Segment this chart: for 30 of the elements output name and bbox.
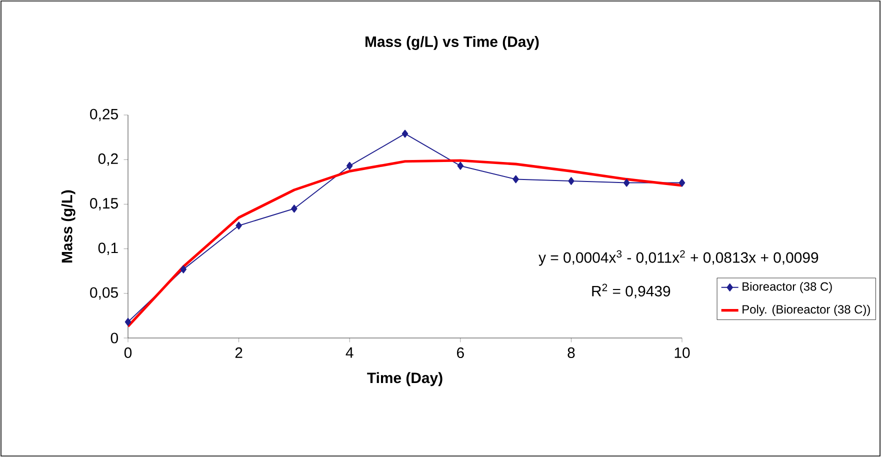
point: [512, 175, 519, 184]
point: [346, 162, 353, 170]
x-tick-label: 4: [346, 347, 354, 358]
x-tick-label: 10: [674, 347, 690, 358]
point: [678, 178, 686, 187]
point: [457, 162, 464, 170]
legend-label: Poly. (Bioreactor (38 C)): [742, 304, 870, 316]
y-tick-label: 0,15: [90, 198, 118, 210]
x-tick-label: 6: [457, 347, 464, 358]
point: [568, 177, 574, 185]
x-tick-label: 0: [124, 347, 132, 358]
y-tick-label: 0: [110, 332, 118, 344]
point: [124, 318, 132, 326]
annotation: y = 0,0004x$^{3}$ - 0,011x$^{2}$ + 0,0813x + 0,0099: [538, 250, 818, 266]
legend-label: Bioreactor (38 C): [742, 282, 832, 294]
point: [236, 222, 242, 230]
point: [291, 204, 298, 213]
y-tick-label: 0,1: [98, 242, 118, 255]
point: [402, 130, 408, 138]
y-tick-label: 0,25: [90, 108, 118, 122]
annotation: R$^{2}$ = 0,9439: [592, 284, 670, 298]
point: [180, 265, 187, 274]
y-tick-label: 0,05: [90, 287, 118, 300]
point: [623, 178, 630, 187]
x-tick-label: 2: [235, 347, 242, 358]
y-tick-label: 0,2: [98, 153, 118, 166]
x-tick-label: 8: [568, 347, 575, 358]
chart-title: Mass (g/L) vs Time (Day): [366, 36, 539, 50]
y-axis-title: Mass (g/L): [61, 190, 76, 262]
x-axis-title: Time (Day): [367, 372, 442, 386]
